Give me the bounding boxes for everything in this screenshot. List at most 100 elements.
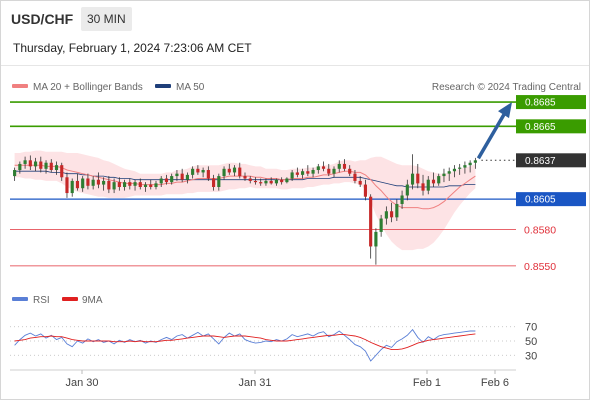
candle-body bbox=[243, 176, 247, 179]
rsi-panel: 70 50 30 bbox=[10, 322, 537, 362]
candle-body bbox=[452, 168, 457, 172]
candle bbox=[384, 206, 388, 225]
candle-body bbox=[196, 168, 200, 173]
level-label-0.8550: 0.8550 bbox=[524, 261, 556, 273]
candle-body bbox=[280, 179, 284, 183]
x-axis: Jan 30 Jan 31 Feb 1 Feb 6 bbox=[65, 370, 509, 389]
candle-body bbox=[91, 179, 95, 186]
candle bbox=[212, 174, 216, 191]
candle bbox=[452, 165, 457, 178]
x-label-Jan 30: Jan 30 bbox=[65, 377, 98, 389]
level-tag-0.8685 bbox=[516, 95, 586, 110]
candle bbox=[274, 178, 278, 186]
rsi-ma-legend-swatch bbox=[62, 297, 78, 301]
candle bbox=[468, 160, 472, 173]
candle bbox=[301, 168, 305, 179]
candle bbox=[327, 163, 331, 177]
candle bbox=[107, 176, 111, 194]
rsi-axis-label-30: 30 bbox=[525, 350, 537, 362]
candle bbox=[112, 178, 116, 194]
candle-body bbox=[264, 180, 268, 184]
candle bbox=[117, 177, 121, 191]
candle bbox=[353, 170, 357, 184]
candle-body bbox=[468, 162, 472, 166]
candle-body bbox=[332, 168, 336, 174]
ma20-legend-label: MA 20 + Bollinger Bands bbox=[33, 82, 143, 93]
candle bbox=[316, 163, 320, 174]
candle-body bbox=[191, 168, 195, 175]
candle-body bbox=[212, 178, 216, 187]
candle bbox=[175, 170, 179, 181]
candle-body bbox=[123, 182, 127, 187]
candle bbox=[269, 177, 273, 185]
forecast-arrow-shaft bbox=[476, 110, 508, 160]
candle-body bbox=[138, 182, 142, 187]
candle-body bbox=[149, 184, 153, 187]
candle-body bbox=[81, 178, 85, 189]
candle bbox=[379, 214, 383, 237]
candle-body bbox=[23, 160, 27, 164]
candle-body bbox=[117, 182, 121, 187]
candle bbox=[70, 178, 74, 197]
candle-body bbox=[374, 231, 378, 247]
level-tag-text-0.8685: 0.8685 bbox=[525, 98, 556, 109]
candle bbox=[164, 174, 169, 185]
candle-body bbox=[259, 182, 263, 184]
level-tag-text-0.8665: 0.8665 bbox=[525, 122, 556, 133]
candle bbox=[421, 174, 425, 196]
candle-body bbox=[458, 167, 462, 169]
level-tag-text-0.8637: 0.8637 bbox=[525, 156, 556, 167]
rsi-legend-label: RSI bbox=[33, 295, 50, 306]
candle-body bbox=[395, 203, 399, 218]
candle-body bbox=[410, 173, 415, 185]
candle-body bbox=[128, 182, 132, 186]
candle bbox=[81, 176, 85, 192]
candle bbox=[405, 179, 409, 201]
candle-body bbox=[342, 163, 347, 169]
candle-body bbox=[321, 166, 326, 169]
candle bbox=[91, 176, 95, 190]
candle bbox=[149, 179, 153, 190]
candle-body bbox=[180, 173, 184, 180]
candle bbox=[138, 178, 142, 190]
candle bbox=[442, 168, 446, 183]
candle-body bbox=[290, 172, 294, 179]
candle bbox=[332, 166, 336, 178]
candle bbox=[426, 176, 430, 195]
candle bbox=[342, 159, 347, 172]
candle-body bbox=[301, 171, 305, 175]
candle-body bbox=[358, 180, 362, 185]
timeframe-badge[interactable]: 30 MIN bbox=[81, 7, 132, 31]
candle-body bbox=[227, 168, 231, 173]
candle bbox=[363, 179, 367, 201]
candle bbox=[232, 165, 237, 177]
candle bbox=[222, 166, 226, 180]
candle bbox=[23, 156, 27, 169]
candle-body bbox=[463, 165, 467, 168]
candle-body bbox=[222, 168, 226, 177]
candle bbox=[102, 177, 106, 191]
candle bbox=[290, 170, 294, 181]
candle-body bbox=[206, 170, 210, 179]
candle-body bbox=[337, 163, 341, 169]
candle bbox=[18, 161, 22, 174]
ma50-legend-swatch bbox=[155, 84, 171, 88]
candle-body bbox=[49, 162, 53, 171]
candle-body bbox=[384, 211, 388, 219]
candle-body bbox=[442, 173, 446, 177]
level-tag-0.8637 bbox=[516, 153, 586, 168]
ma50-legend-label: MA 50 bbox=[176, 82, 205, 93]
candle bbox=[295, 167, 299, 178]
candle bbox=[311, 167, 315, 178]
candle bbox=[13, 167, 17, 181]
candle bbox=[196, 165, 200, 175]
candle-body bbox=[248, 178, 252, 181]
candle bbox=[180, 168, 184, 183]
rsi-legend-swatch bbox=[12, 297, 28, 301]
candle-body bbox=[421, 183, 425, 191]
candle bbox=[39, 156, 43, 173]
candle bbox=[44, 160, 48, 174]
ma20-legend-swatch bbox=[12, 84, 28, 88]
